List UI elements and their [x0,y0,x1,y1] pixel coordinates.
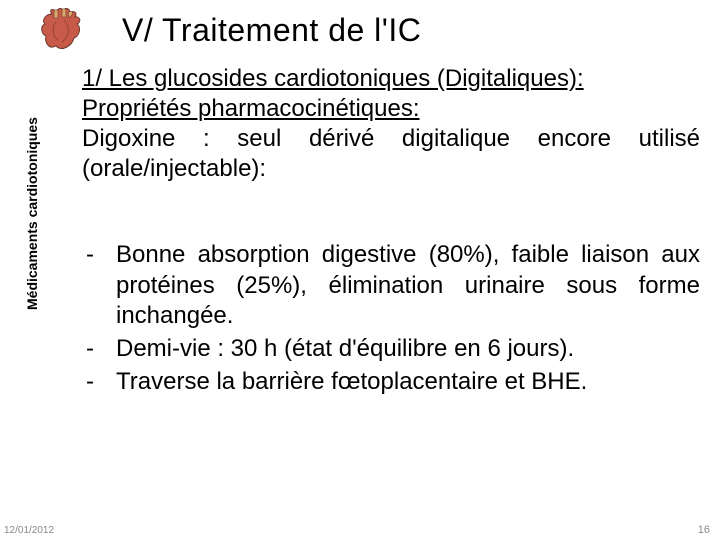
slide: V/ Traitement de l'IC Médicaments cardio… [0,0,720,540]
digoxine-lede: Digoxine : [82,125,210,152]
bullet-text: Bonne absorption digestive (80%), faible… [116,240,700,332]
list-item: - Demi-vie : 30 h (état d'équilibre en 6… [82,334,700,365]
content-area: 1/ Les glucosides cardiotoniques (Digita… [82,64,700,400]
bullet-list: - Bonne absorption digestive (80%), faib… [82,240,700,398]
section-heading-1: 1/ Les glucosides cardiotoniques (Digita… [82,64,700,94]
bullet-text: Traverse la barrière fœtoplacentaire et … [116,367,700,398]
digoxine-paragraph: Digoxine : seul dérivé digitalique encor… [82,124,700,184]
bullet-dash-icon: - [82,240,116,332]
bullet-dash-icon: - [82,367,116,398]
bullet-dash-icon: - [82,334,116,365]
footer-page-number: 16 [698,524,710,536]
header: V/ Traitement de l'IC [0,6,720,54]
anatomical-heart-icon [32,6,92,54]
bullet-text: Demi-vie : 30 h (état d'équilibre en 6 j… [116,334,700,365]
footer-date: 12/01/2012 [4,525,54,536]
section-heading-2: Propriétés pharmacocinétiques: [82,94,700,124]
list-item: - Traverse la barrière fœtoplacentaire e… [82,367,700,398]
list-item: - Bonne absorption digestive (80%), faib… [82,240,700,332]
slide-title: V/ Traitement de l'IC [122,12,421,49]
sidebar-vertical-label: Médicaments cardiotoniques [24,117,40,310]
